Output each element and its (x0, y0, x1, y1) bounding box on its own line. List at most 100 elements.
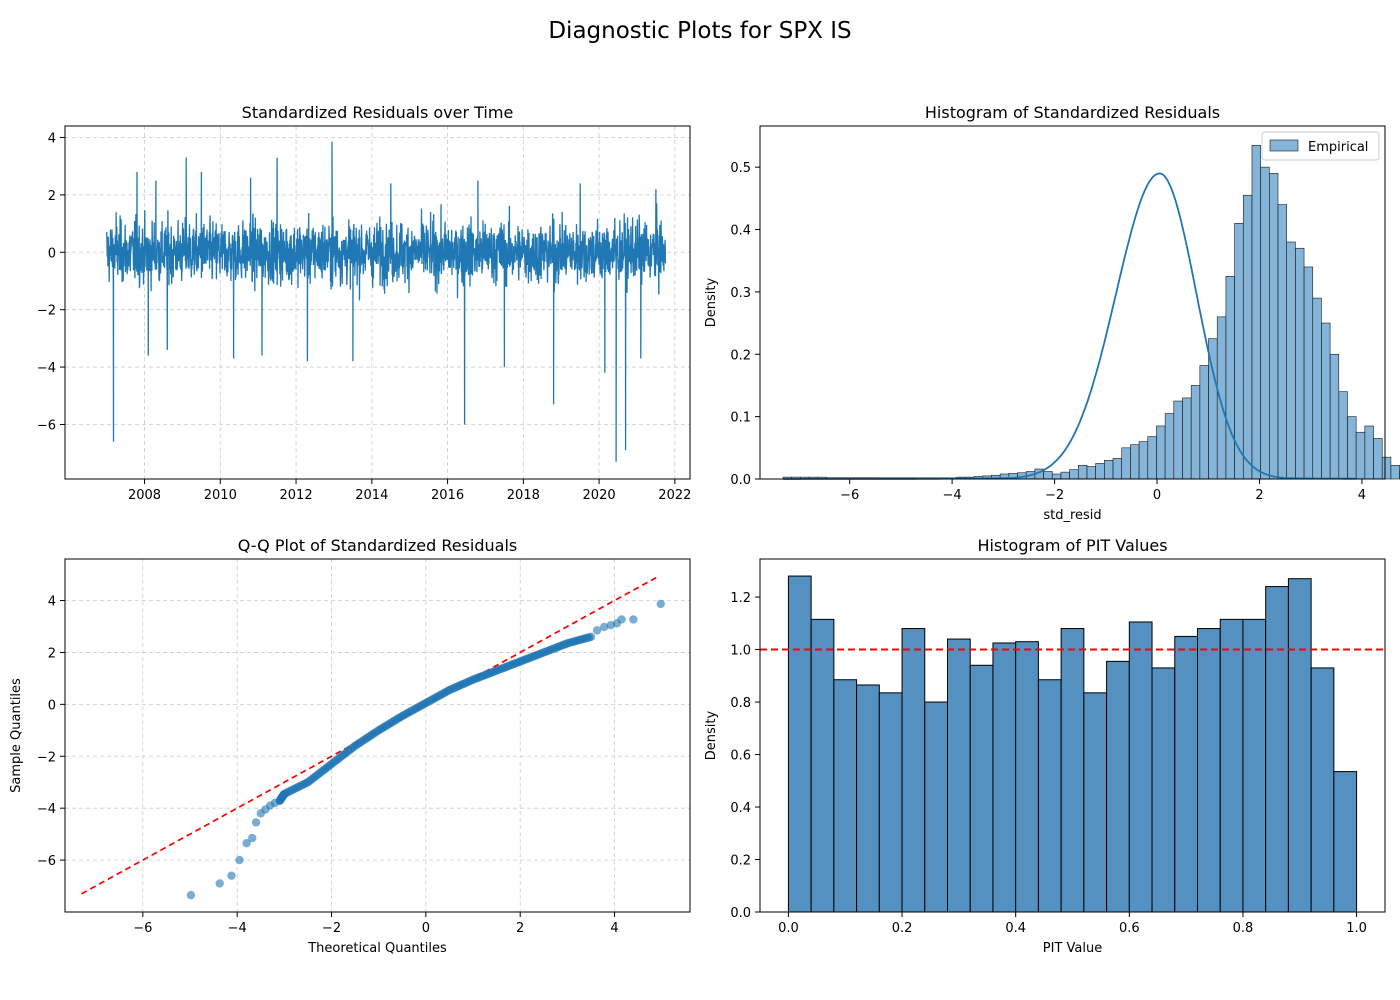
x-tick-label: 2008 (128, 488, 161, 503)
axes-frame (759, 125, 1386, 480)
axes-frame (64, 558, 691, 913)
y-tick-label: 0.3 (730, 286, 751, 301)
pit-bar (1333, 771, 1358, 913)
y-tick-label: 2 (48, 646, 56, 661)
qq-point (227, 871, 236, 880)
x-tick-label: 2 (1255, 488, 1263, 503)
y-tick-label: 4 (48, 595, 56, 610)
grid-lines (65, 559, 690, 912)
hist-bar (1147, 436, 1157, 480)
pit-bar (1265, 586, 1289, 913)
y-tick-label: 0.1 (730, 411, 751, 426)
pit-bar (969, 664, 994, 913)
y-tick-label: 1.2 (730, 591, 751, 606)
y-tick-label: 0.0 (730, 473, 751, 488)
hist-bar (1303, 266, 1314, 480)
x-tick-label: −2 (322, 921, 341, 936)
pit-bar (1310, 667, 1335, 913)
hist-bar (1095, 463, 1105, 480)
x-tick-label: 0.8 (1233, 921, 1254, 936)
qq-point (586, 632, 596, 642)
qq-point (251, 818, 261, 827)
chart-title: Histogram of PIT Values (977, 536, 1167, 555)
qq-point (656, 599, 665, 609)
x-tick-label: −6 (133, 921, 152, 936)
y-tick-label: −4 (37, 361, 56, 376)
chart-title: Histogram of Standardized Residuals (925, 103, 1220, 122)
hist-bar (1242, 194, 1253, 480)
x-tick-label: 2020 (583, 488, 616, 503)
x-tick-label: 0.2 (892, 921, 913, 936)
pit-bar (1106, 660, 1130, 913)
x-tick-label: 0.4 (1005, 921, 1026, 936)
hist-bar (1321, 322, 1331, 480)
hist-bar (1286, 241, 1296, 480)
x-tick-label: 0.6 (1119, 921, 1140, 936)
qq-point (215, 879, 224, 888)
y-tick-label: −6 (37, 418, 56, 433)
y-tick-label: 0.4 (730, 801, 751, 816)
pit-bar (1219, 618, 1244, 913)
chart-title: Standardized Residuals over Time (242, 103, 514, 122)
pit-bar (901, 628, 926, 913)
chart-title: Q-Q Plot of Standardized Residuals (238, 536, 517, 555)
hist-bar (1390, 464, 1400, 480)
legend-swatch (1269, 139, 1299, 152)
qq-points (186, 599, 665, 900)
hist-bar (1347, 416, 1357, 480)
pit-bar (1060, 628, 1085, 913)
y-tick-label: 0.2 (730, 348, 751, 363)
x-tick-label: 2 (516, 921, 524, 936)
hist-bar (1086, 466, 1096, 480)
panel-histogram-pit: 0.0 0.2 0.4 0.6 0.8 1.0 0.0 0.2 0.4 0.6 0.8 1.0 1.2 H… (704, 536, 1386, 956)
pit-bar (1083, 692, 1108, 913)
hist-bar (1164, 413, 1175, 480)
axes-frame (64, 125, 691, 480)
y-tick-label: −4 (37, 802, 56, 817)
hist-bar (1130, 444, 1140, 480)
pit-bar (1174, 635, 1198, 913)
y-tick-label: −6 (37, 854, 56, 869)
x-tick-label: 0 (1153, 488, 1161, 503)
hist-bar (1373, 438, 1383, 480)
hist-bar (1338, 391, 1348, 480)
y-tick-label: 0 (48, 698, 56, 713)
histogram-bars (782, 145, 1400, 480)
hist-bar (1060, 471, 1070, 480)
hist-bar (1173, 400, 1183, 480)
y-tick-label: −2 (37, 304, 56, 319)
pit-bar (878, 692, 903, 913)
x-tick-label: −4 (943, 488, 962, 503)
qq-point (629, 615, 638, 624)
pit-bar (1128, 621, 1153, 913)
y-tick-label: 4 (48, 131, 56, 146)
legend-label: Empirical (1308, 140, 1368, 155)
pit-bars (787, 575, 1358, 913)
y-tick-label: 0.8 (730, 696, 751, 711)
y-tick-label: 0.4 (730, 224, 751, 239)
y-tick-label: 0.0 (730, 906, 751, 921)
y-axis-label: Sample Quantiles (9, 678, 24, 793)
pit-bar (833, 679, 858, 913)
pit-bar (1197, 628, 1221, 913)
y-tick-label: 0.2 (730, 854, 751, 869)
pit-bar (787, 575, 812, 913)
x-tick-label: −2 (1045, 488, 1064, 503)
legend-box (1261, 131, 1380, 161)
hist-bar (1225, 276, 1235, 480)
qq-point (617, 615, 626, 624)
hist-bar (1295, 247, 1305, 480)
panel-histogram-residuals: −6 −4 −2 0 2 4 0.0 0.1 0.2 0.3 0.4 0.5 Histogram of … (704, 103, 1400, 523)
pit-bar (1037, 679, 1062, 913)
x-tick-label: 4 (1358, 488, 1366, 503)
x-tick-label: 2018 (507, 488, 540, 503)
hist-bar (1121, 447, 1131, 480)
hist-bar (1364, 425, 1374, 480)
qq-point (242, 839, 251, 848)
y-tick-label: 0 (48, 246, 56, 261)
pit-bar (810, 618, 835, 913)
hist-bar (1216, 316, 1227, 480)
hist-bar (1269, 173, 1279, 480)
qq-point (186, 890, 196, 900)
